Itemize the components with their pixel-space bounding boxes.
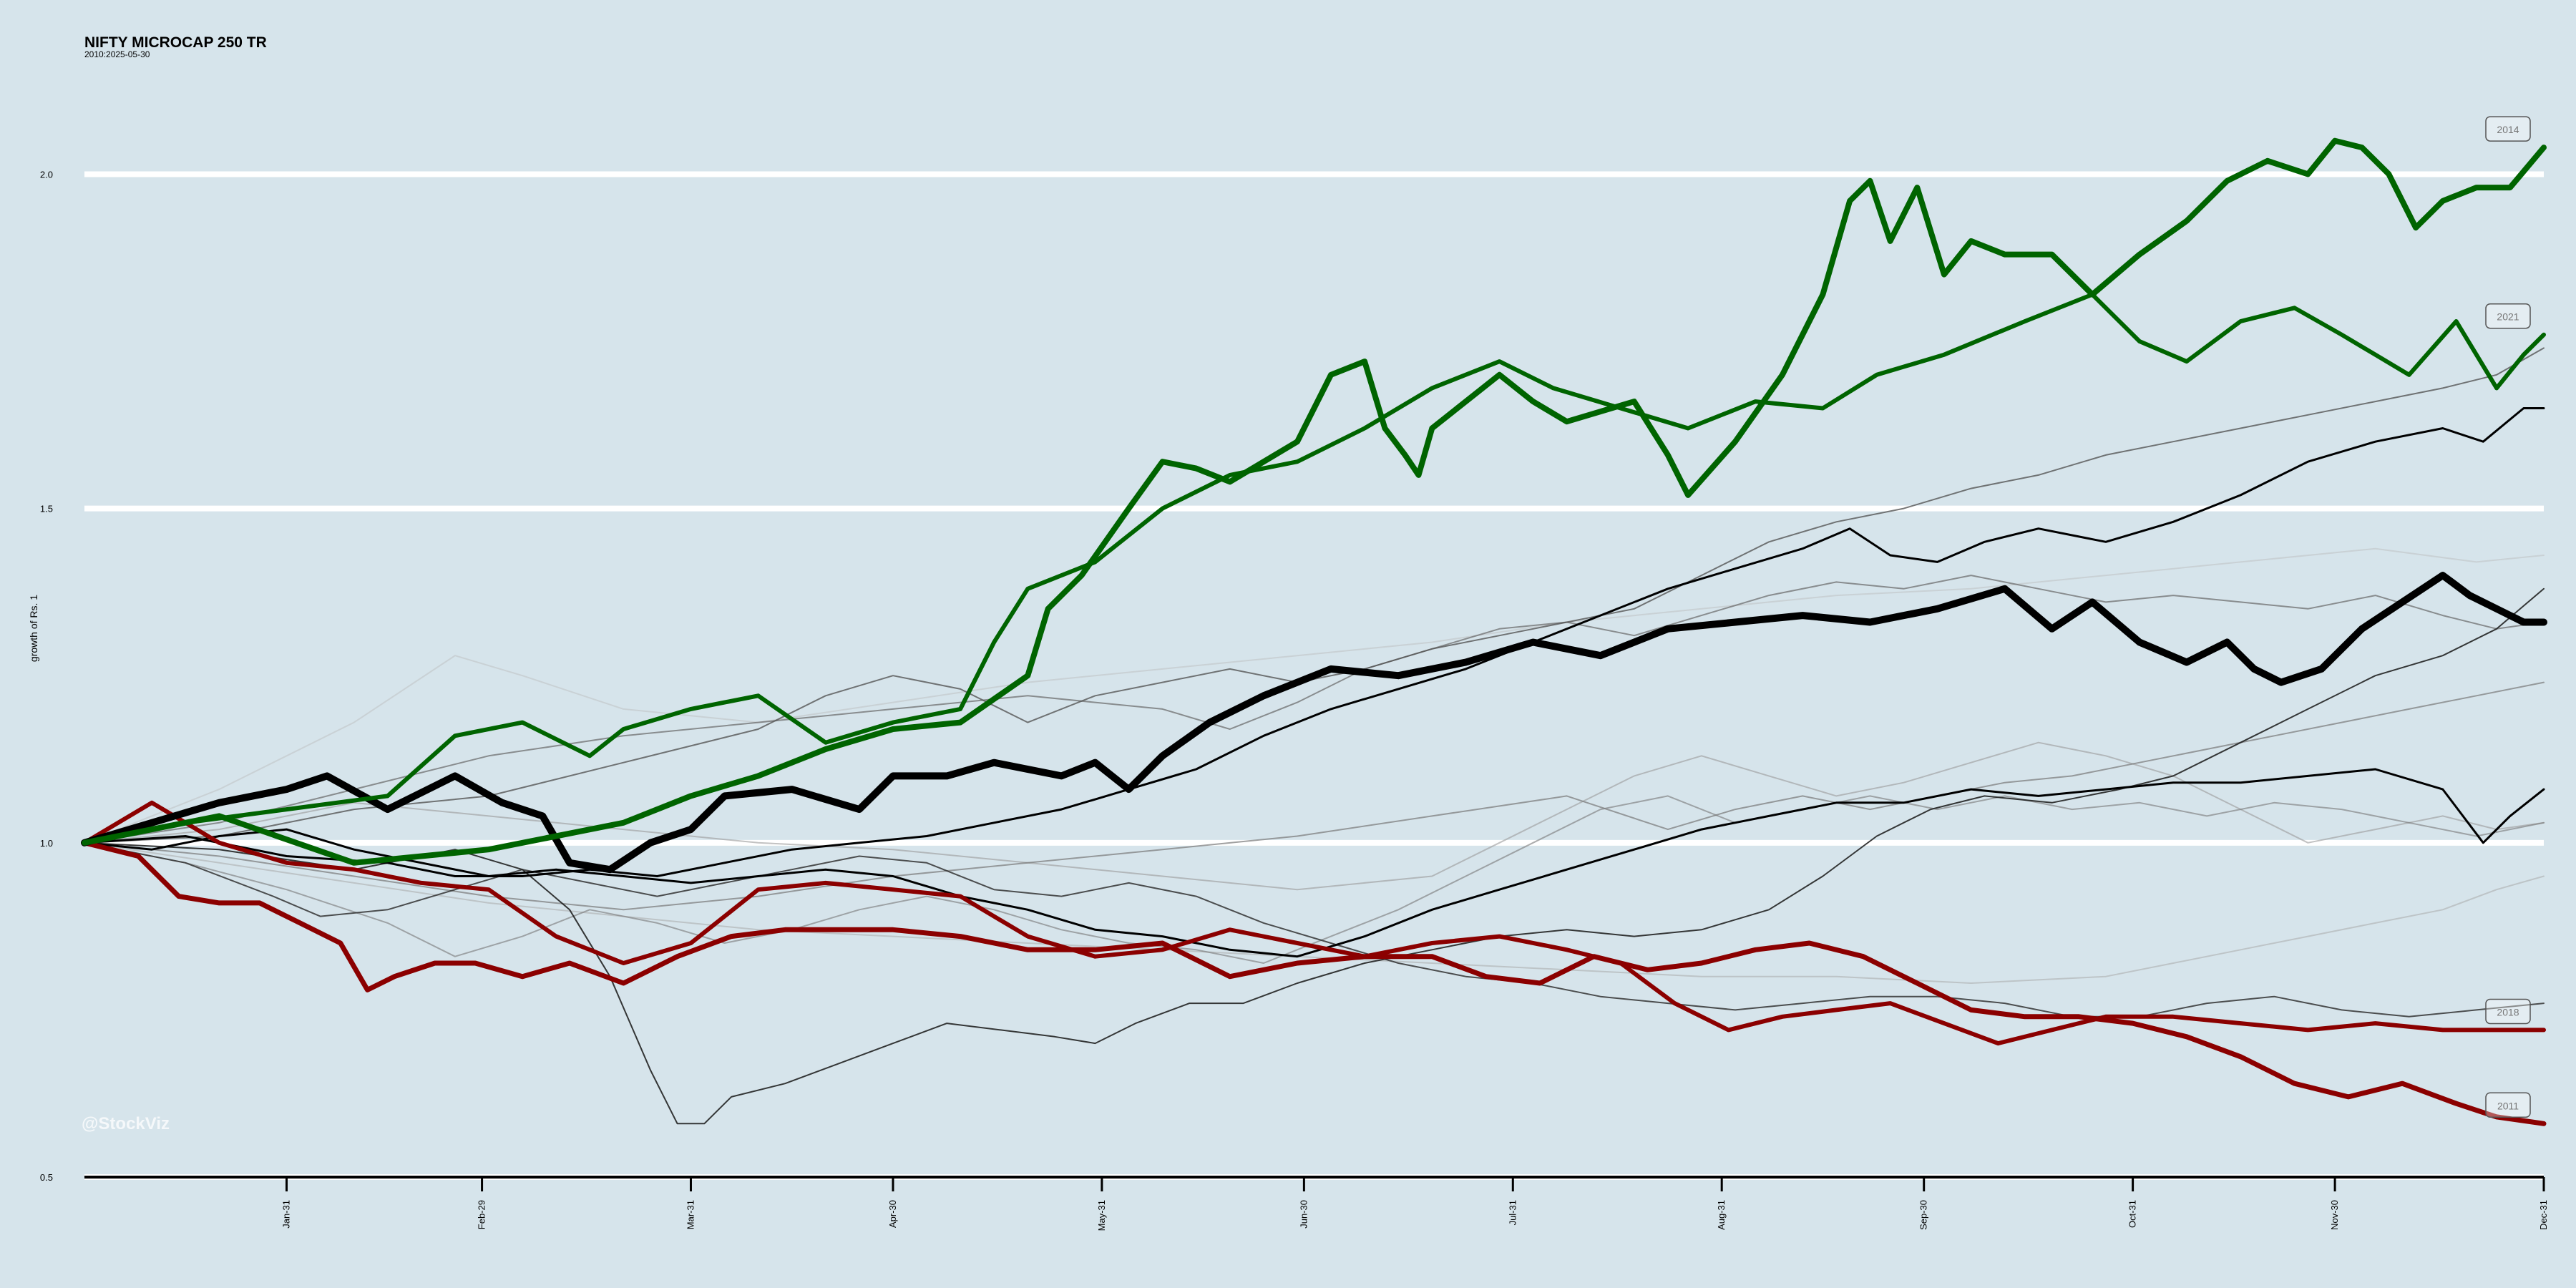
year-label-box (2485, 998, 2531, 1025)
series-line-series-i (84, 741, 2545, 891)
series-line-series-f (84, 575, 2545, 844)
x-tick-label: Nov-30 (2329, 1200, 2340, 1230)
x-tick-label: May-31 (1096, 1200, 1107, 1231)
y-tick-label: 1.5 (40, 504, 53, 514)
x-axis-ticks: Jan-31 Feb-29 Mar-31 Apr-30 May-31 Jun-30 Jul-… (280, 1177, 2549, 1231)
x-tick-label: Jun-30 (1298, 1200, 1309, 1229)
series-line-series-k (84, 547, 2545, 844)
year-label: 2021 (2497, 311, 2519, 323)
year-label: 2011 (2497, 1100, 2519, 1111)
year-labels: 2014 2021 2018 2011 (2485, 116, 2531, 1118)
year-label-box (2485, 303, 2531, 329)
series-line-2014 (82, 137, 2547, 866)
year-label: 2018 (2497, 1006, 2519, 1018)
series-line-2018 (82, 800, 2546, 1046)
chart-subtitle: 2010:2025-05-30 (84, 49, 150, 59)
y-axis: 0.5 1.0 1.5 2.0 (40, 169, 53, 1183)
chart-title: NIFTY MICROCAP 250 TR (84, 34, 267, 51)
x-tick-label: Jan-31 (280, 1200, 291, 1229)
x-tick-label: Dec-31 (2538, 1200, 2549, 1230)
series-line-2025 (81, 572, 2547, 874)
x-tick-label: Apr-30 (887, 1200, 898, 1228)
series-line-series-e (84, 347, 2545, 844)
series-line-series-h (84, 795, 2545, 964)
series-line-series-g (84, 681, 2545, 911)
year-label: 2014 (2497, 124, 2519, 135)
x-tick-label: Aug-31 (1716, 1200, 1727, 1230)
series-line-2021 (82, 292, 2546, 845)
y-tick-label: 1.0 (40, 838, 53, 849)
x-tick-label: Jul-31 (1507, 1200, 1518, 1225)
series-lines (81, 137, 2547, 1126)
series-line-2011 (82, 840, 2547, 1126)
y-axis-label: growth of Rs. 1 (28, 595, 39, 662)
x-tick-label: Oct-31 (2127, 1200, 2138, 1228)
x-tick-label: Sep-30 (1918, 1200, 1929, 1230)
year-label-box (2485, 1092, 2531, 1118)
y-tick-label: 2.0 (40, 169, 53, 180)
series-line-series-b (83, 768, 2545, 958)
watermark-text: @StockViz (82, 1114, 170, 1133)
x-tick-label: Feb-29 (477, 1200, 487, 1229)
y-tick-label: 0.5 (40, 1172, 53, 1183)
year-label-box (2485, 116, 2531, 142)
x-tick-label: Mar-31 (685, 1200, 696, 1229)
